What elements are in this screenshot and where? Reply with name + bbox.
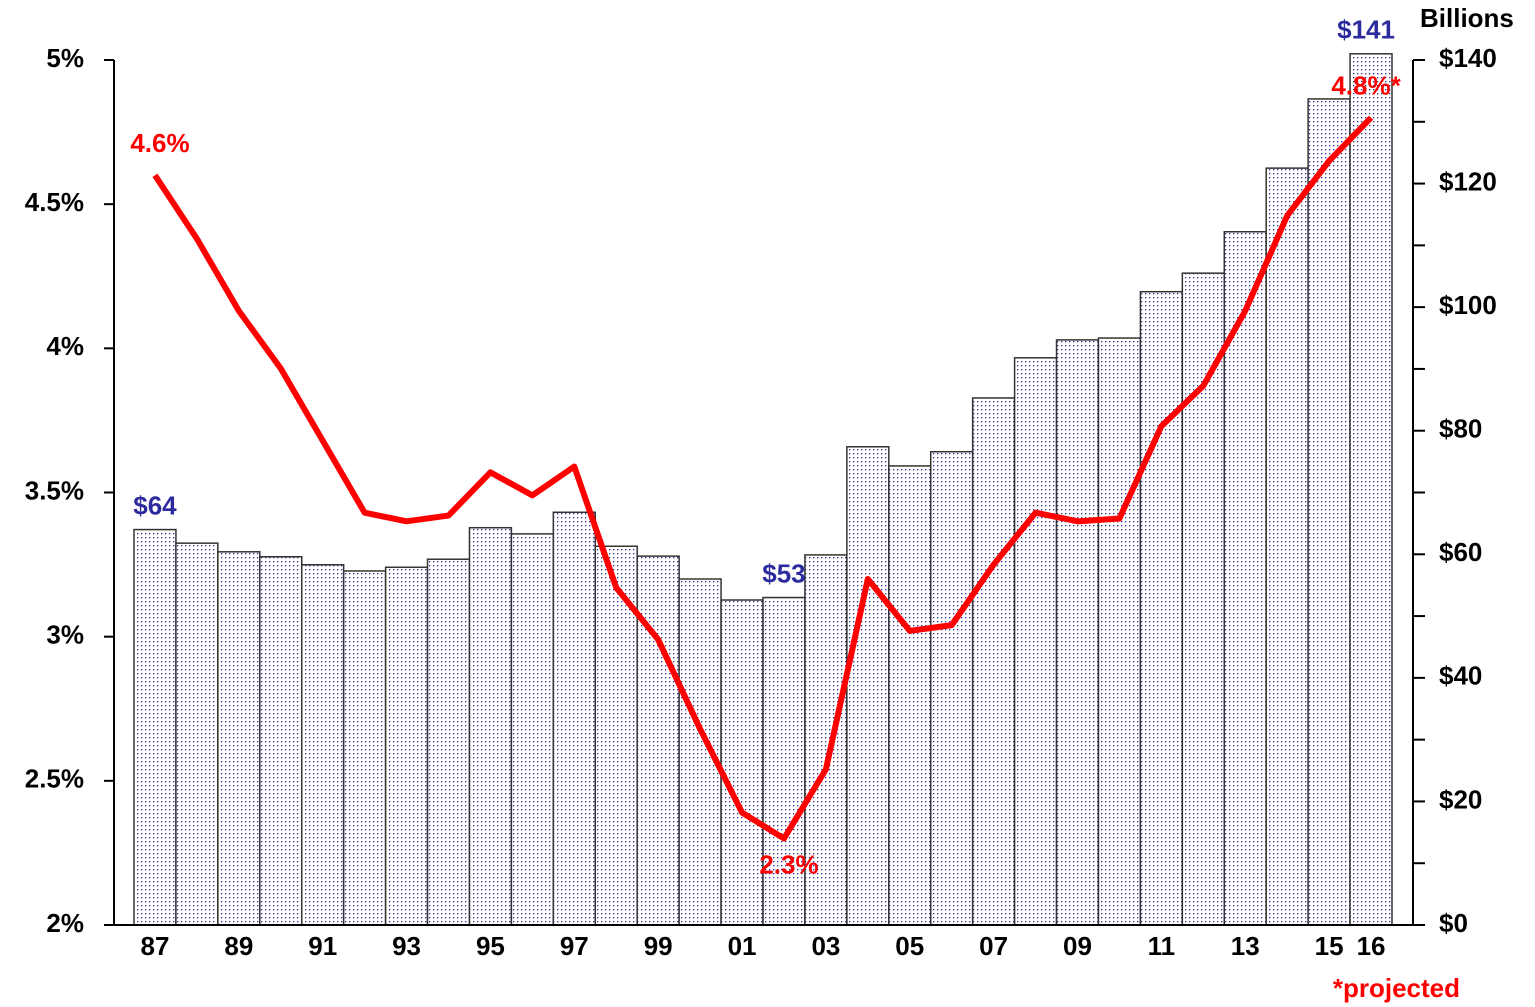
- bar: [1013, 357, 1058, 926]
- y-tick-label: 2%: [46, 908, 84, 938]
- x-tick-label: 03: [811, 931, 840, 961]
- x-tick-label: 09: [1063, 931, 1092, 961]
- bar-value-label: $53: [762, 558, 805, 588]
- line: [152, 115, 1374, 842]
- bar: [1307, 98, 1351, 926]
- x-tick-label: 07: [979, 931, 1008, 961]
- y2-tick-label: $120: [1439, 166, 1497, 196]
- x-tick-label: 01: [728, 931, 757, 961]
- y2-axis-title: Billions: [1420, 3, 1514, 33]
- bar: [300, 564, 345, 926]
- bar: [1055, 339, 1100, 926]
- x-tick-label: 97: [560, 931, 589, 961]
- y-tick-label: 3%: [46, 620, 84, 650]
- y-tick-label: 2.5%: [25, 764, 84, 794]
- bar: [384, 566, 429, 926]
- plot: [133, 53, 1393, 926]
- bar: [1097, 337, 1142, 926]
- x-tick-label: 93: [392, 931, 421, 961]
- bar: [846, 446, 890, 926]
- bar: [1139, 290, 1184, 926]
- bar: [929, 450, 974, 926]
- y2-tick-label: $140: [1439, 43, 1497, 73]
- bar: [552, 511, 597, 926]
- x-tick-label: 95: [476, 931, 505, 961]
- y-tick-label: 5%: [46, 43, 84, 73]
- y2-tick-label: $60: [1439, 537, 1482, 567]
- line-value-label: 2.3%: [759, 849, 818, 879]
- y2-tick-label: $0: [1439, 908, 1468, 938]
- x-tick-label: 99: [644, 931, 673, 961]
- bar: [762, 596, 806, 926]
- x-tick-label: 89: [224, 931, 253, 961]
- bar: [1349, 53, 1393, 926]
- bar: [1265, 167, 1309, 926]
- y-tick-label: 3.5%: [25, 475, 84, 505]
- y2-tick-label: $100: [1439, 290, 1497, 320]
- bar: [510, 533, 555, 926]
- x-tick-label: 91: [308, 931, 337, 961]
- x-tick-label: 16: [1357, 931, 1386, 961]
- bar: [1181, 272, 1226, 926]
- bar-value-label: $141: [1337, 15, 1395, 45]
- bar: [217, 551, 261, 926]
- y2-tick-label: $20: [1439, 784, 1482, 814]
- x-tick-label: 15: [1315, 931, 1344, 961]
- x-tick-label: 13: [1231, 931, 1260, 961]
- y2-tick-label: $80: [1439, 414, 1482, 444]
- bar: [720, 599, 764, 926]
- bar: [468, 526, 513, 926]
- x-tick-label: 11: [1148, 931, 1176, 961]
- y2-tick-label: $40: [1439, 661, 1482, 691]
- footnote: *projected: [1333, 973, 1460, 1003]
- bar: [426, 558, 471, 926]
- bar: [175, 542, 219, 926]
- bar: [971, 397, 1016, 926]
- bar: [133, 528, 177, 926]
- bar: [636, 555, 680, 926]
- line-value-label: 4.8%*: [1331, 71, 1401, 101]
- x-tick-label: 87: [141, 931, 170, 961]
- y-tick-label: 4.5%: [25, 187, 84, 217]
- bar: [342, 570, 387, 926]
- line-value-label: 4.6%: [130, 128, 189, 158]
- bar: [259, 556, 303, 926]
- bar: [888, 465, 932, 926]
- bar-value-label: $64: [133, 490, 177, 520]
- y-tick-label: 4%: [46, 331, 84, 361]
- x-tick-label: 05: [895, 931, 924, 961]
